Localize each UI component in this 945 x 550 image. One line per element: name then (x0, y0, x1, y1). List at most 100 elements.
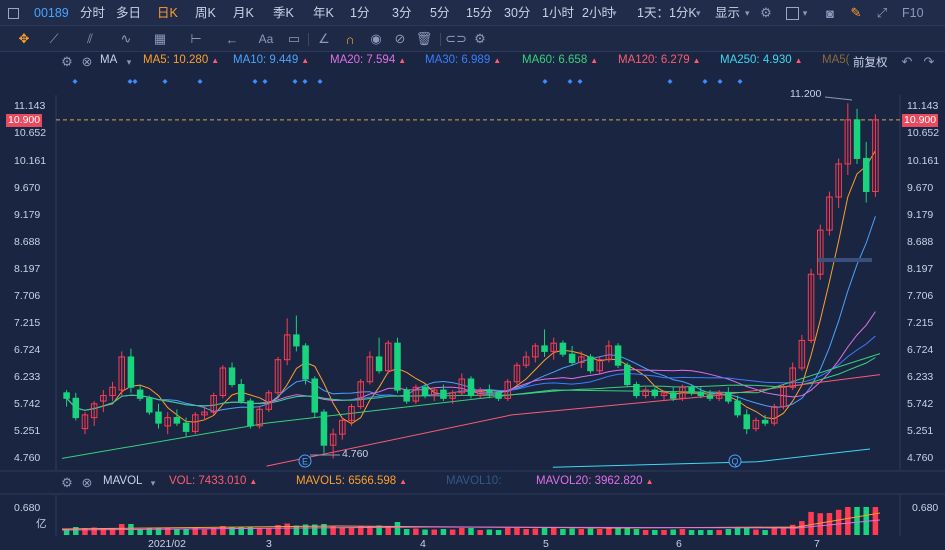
volume-bar (266, 528, 272, 535)
volume-bar (642, 530, 649, 535)
adjust-label[interactable]: 前复权 (853, 57, 888, 69)
redo-icon[interactable]: ↷ (923, 54, 935, 69)
hide-icon[interactable]: ⊘ (394, 31, 406, 46)
trash-icon[interactable]: 🗑 (415, 31, 433, 46)
event-badge-label[interactable]: E (302, 457, 308, 467)
volume-value: MAVOL20: 3962.820 ▲ (536, 475, 654, 487)
range-marker (818, 258, 872, 262)
candle-body (651, 389, 659, 397)
comment-icon[interactable]: ▭ (287, 31, 301, 46)
wave-icon[interactable]: ∿ (120, 31, 132, 46)
candle-body (320, 411, 328, 446)
volume-bar (164, 528, 171, 535)
volume-bar (459, 528, 465, 535)
price-tick: 6.724 (907, 344, 934, 357)
eye-icon[interactable]: ◉ (370, 31, 382, 46)
checkbox-icon[interactable] (784, 5, 800, 21)
period-tab[interactable]: 1小时 (542, 6, 574, 20)
period-tab[interactable]: 5分 (430, 6, 450, 20)
close-icon[interactable]: ⊗ (81, 475, 93, 490)
candle-body (458, 378, 466, 394)
pencil-icon[interactable]: ✎ (850, 5, 862, 20)
candle-body (789, 367, 796, 388)
period-tab[interactable]: 显示 (715, 6, 741, 20)
volume-bar (220, 526, 226, 535)
volume-bar (394, 522, 401, 535)
period-tab[interactable]: 月K (233, 6, 254, 20)
grid-icon[interactable]: ▦ (153, 31, 167, 46)
text-tool-button[interactable]: Aa (258, 32, 274, 46)
f10-button[interactable]: F10 (902, 6, 924, 20)
period-tab[interactable]: 3分 (392, 6, 412, 20)
ma-line (266, 374, 881, 467)
volume-bar (578, 529, 585, 535)
period-bar: 00189 分时 多日 日K 周K 月K 季K 年K 1分 3分 5分 15分 30分 1小时 2小时 ▾ 1… (0, 0, 945, 26)
sidebar-toggle-icon[interactable] (6, 6, 20, 20)
volume-bar (872, 507, 879, 535)
volume-bar (192, 528, 199, 535)
chevron-down-icon[interactable]: ▾ (745, 8, 750, 18)
magnet-icon[interactable]: ∩ (345, 31, 355, 47)
volume-bar (155, 527, 162, 535)
price-tick: 11.143 (14, 100, 46, 113)
measure-icon[interactable]: ⊢ (190, 31, 202, 46)
period-tab[interactable]: 日K (157, 6, 178, 20)
settings-icon[interactable]: ⚙ (474, 31, 486, 46)
price-tick: 10.652 (14, 127, 47, 140)
ruler-icon[interactable]: ∠ (318, 31, 330, 46)
period-tab[interactable]: 1分 (350, 6, 370, 20)
channel-icon[interactable]: ⫽ (87, 31, 93, 46)
link-icon[interactable]: ⊂⊃ (445, 31, 467, 46)
period-tab[interactable]: 周K (195, 6, 216, 20)
fullscreen-icon[interactable]: ⤢ (876, 5, 888, 20)
volume-bar (321, 524, 327, 535)
settings-icon[interactable]: ⚙ (61, 54, 73, 69)
candle-body (532, 345, 539, 358)
event-marker-icon (542, 79, 548, 84)
close-icon[interactable]: ⊗ (81, 54, 93, 69)
event-badge-label[interactable]: Q (731, 457, 738, 467)
period-tab[interactable]: 多日 (116, 6, 142, 20)
candle-body (715, 392, 723, 399)
candle-body (302, 345, 309, 380)
volume-bar (247, 526, 254, 535)
period-tab[interactable]: 分时 (80, 6, 106, 20)
chevron-down-icon[interactable]: ▾ (696, 8, 701, 18)
volume-bar (348, 528, 355, 535)
volume-bar (311, 524, 318, 535)
settings-icon[interactable]: ⚙ (760, 5, 772, 20)
candle-body (127, 356, 135, 388)
volume-bar (652, 530, 658, 535)
candle-body (421, 386, 429, 397)
candle-body (118, 356, 125, 391)
stock-code[interactable]: 00189 (34, 6, 69, 20)
period-tab[interactable]: 30分 (504, 6, 531, 20)
chevron-down-icon[interactable]: ▾ (126, 56, 132, 67)
period-tab[interactable]: 15分 (466, 6, 493, 20)
crosshair-icon[interactable]: ✥ (18, 31, 30, 46)
settings-icon[interactable]: ⚙ (61, 475, 73, 490)
chevron-down-icon[interactable]: ▾ (802, 7, 808, 18)
candle-body (725, 392, 732, 402)
undo-icon[interactable]: ↶ (901, 54, 913, 69)
event-marker-icon (302, 79, 308, 84)
volume-bar (495, 530, 502, 535)
period-tab[interactable]: 1天：1分K (637, 6, 697, 20)
period-tab[interactable]: 年K (313, 6, 334, 20)
ma-value: MA120: 6.279 ▲ (618, 54, 701, 66)
volume-value: VOL: 7433.010 ▲ (169, 475, 258, 487)
volume-legend: ⚙ ⊗ MAVOL ▾ VOL: 7433.010 ▲ MAVOL5: 6566.5… (0, 473, 945, 493)
period-tab[interactable]: 季K (273, 6, 294, 20)
period-tab[interactable]: 2小时 (582, 6, 614, 20)
arrow-icon[interactable]: ← (225, 31, 239, 47)
chevron-down-icon[interactable]: ▾ (612, 8, 617, 18)
ma-line (61, 353, 881, 459)
candle-body (173, 417, 181, 424)
volume-bar (284, 523, 290, 535)
camera-icon[interactable]: ◙ (826, 5, 834, 21)
up-arrow-icon: ▲ (398, 56, 407, 65)
chevron-down-icon[interactable]: ▾ (150, 477, 156, 488)
line-draw-icon[interactable]: ⟋ (49, 31, 59, 46)
date-tick: 3 (266, 538, 272, 550)
